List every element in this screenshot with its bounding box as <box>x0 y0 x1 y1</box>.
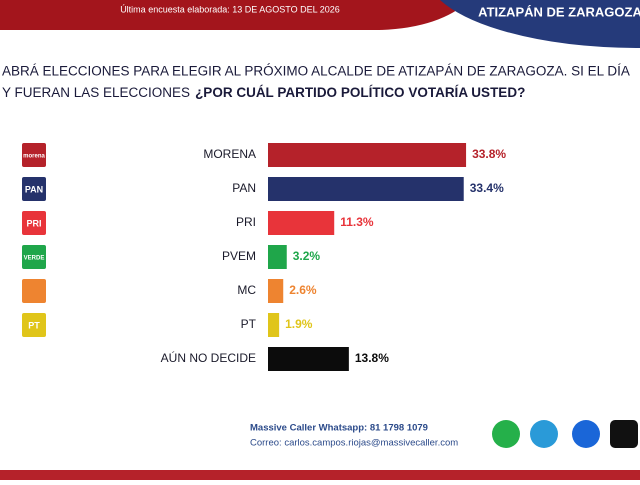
bar <box>268 177 464 201</box>
category-label: PT <box>241 317 257 331</box>
footer-band <box>0 470 640 480</box>
region: ATIZAPÁN DE ZARAGOZA <box>478 4 640 19</box>
category-label: MORENA <box>203 147 256 161</box>
party-logo <box>22 313 46 337</box>
party-logo <box>22 211 46 235</box>
logo-label: PT <box>28 320 40 330</box>
party-logo <box>22 177 46 201</box>
bar <box>268 143 467 167</box>
question-emphasis: ¿POR CUÁL PARTIDO POLÍTICO VOTARÍA USTED… <box>195 85 525 100</box>
party-logo <box>22 143 46 167</box>
value-label: 2.6% <box>289 283 317 297</box>
email: Correo: carlos.campos.riojas@massivecall… <box>250 438 458 449</box>
bar <box>268 211 335 235</box>
facebook-icon[interactable] <box>572 420 600 448</box>
bar <box>268 313 280 337</box>
question-line: Y FUERAN LAS ELECCIONES ¿POR CUÁL PARTIDO… <box>2 85 525 100</box>
category-label: PRI <box>236 215 256 229</box>
value-label: 13.8% <box>355 351 389 365</box>
logo-label: PAN <box>25 184 43 194</box>
survey-date: Última encuesta elaborada: 13 DE AGOSTO … <box>120 4 340 14</box>
telegram-icon[interactable] <box>530 420 558 448</box>
category-label: AÚN NO DECIDE <box>161 350 256 365</box>
party-logo <box>22 279 46 303</box>
party-logo <box>22 245 46 269</box>
bar <box>268 347 349 371</box>
category-label: PAN <box>232 181 256 195</box>
value-label: 1.9% <box>285 317 313 331</box>
value-label: 11.3% <box>340 215 374 229</box>
chart: MORENA 33.8% morena PAN 33.4% PAN PRI 11.3% PRI P… <box>22 143 506 371</box>
bar <box>268 245 287 269</box>
bar <box>268 279 284 303</box>
category-label: MC <box>237 283 256 297</box>
value-label: 33.8% <box>472 147 506 161</box>
whatsapp-icon[interactable] <box>492 420 520 448</box>
logo-label: morena <box>23 154 45 160</box>
value-label: 33.4% <box>470 181 504 195</box>
whatsapp: Massive Caller Whatsapp: 81 1798 1079 <box>250 423 428 434</box>
x-icon[interactable] <box>610 420 638 448</box>
category-label: PVEM <box>222 249 256 263</box>
region-band <box>440 0 640 48</box>
header-band <box>0 0 470 30</box>
logo-label: VERDE <box>24 256 45 262</box>
value-label: 3.2% <box>293 249 321 263</box>
question-line: ABRÁ ELECCIONES PARA ELEGIR AL PRÓXIMO A… <box>2 64 630 79</box>
logo-label: PRI <box>26 218 41 228</box>
question-text: Y FUERAN LAS ELECCIONES <box>2 85 190 100</box>
